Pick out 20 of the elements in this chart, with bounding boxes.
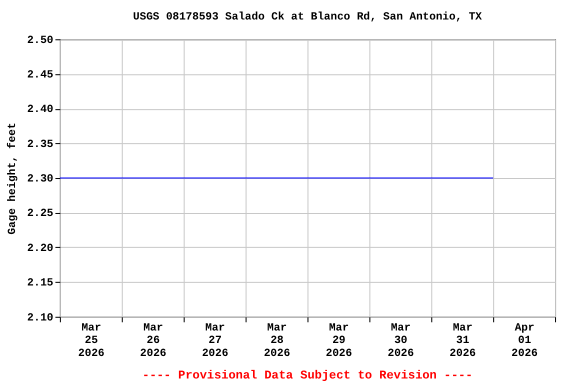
chart-title: USGS 08178593 Salado Ck at Blanco Rd, San Antonio, TX xyxy=(133,11,482,24)
x-tick-label: Mar 30 2026 xyxy=(388,322,414,360)
x-tick-label: Mar 27 2026 xyxy=(202,322,228,360)
y-tick-label: 2.20 xyxy=(27,242,54,255)
y-tick-label: 2.10 xyxy=(27,312,54,324)
x-tick-label: Mar 29 2026 xyxy=(326,322,352,360)
y-tick-label: 2.15 xyxy=(27,278,54,290)
x-tick-label: Mar 31 2026 xyxy=(450,322,476,360)
x-tick-label: Mar 25 2026 xyxy=(78,322,105,360)
y-tick-label: 2.35 xyxy=(27,138,54,151)
y-tick-label: 2.25 xyxy=(27,208,54,220)
x-tick-label: Apr 01 2026 xyxy=(511,322,538,360)
x-tick-label: Mar 28 2026 xyxy=(264,322,290,360)
y-tick-label: 2.45 xyxy=(27,69,54,82)
text: ---- Provisional Data Subject to Revision ---- xyxy=(142,368,473,383)
y-tick-label: 2.30 xyxy=(27,174,54,186)
y-tick-label: 2.50 xyxy=(27,34,54,47)
y-axis-title: Gage height, feet xyxy=(6,122,20,234)
x-tick-label: Mar 26 2026 xyxy=(140,322,166,360)
y-tick-label: 2.40 xyxy=(27,104,54,116)
